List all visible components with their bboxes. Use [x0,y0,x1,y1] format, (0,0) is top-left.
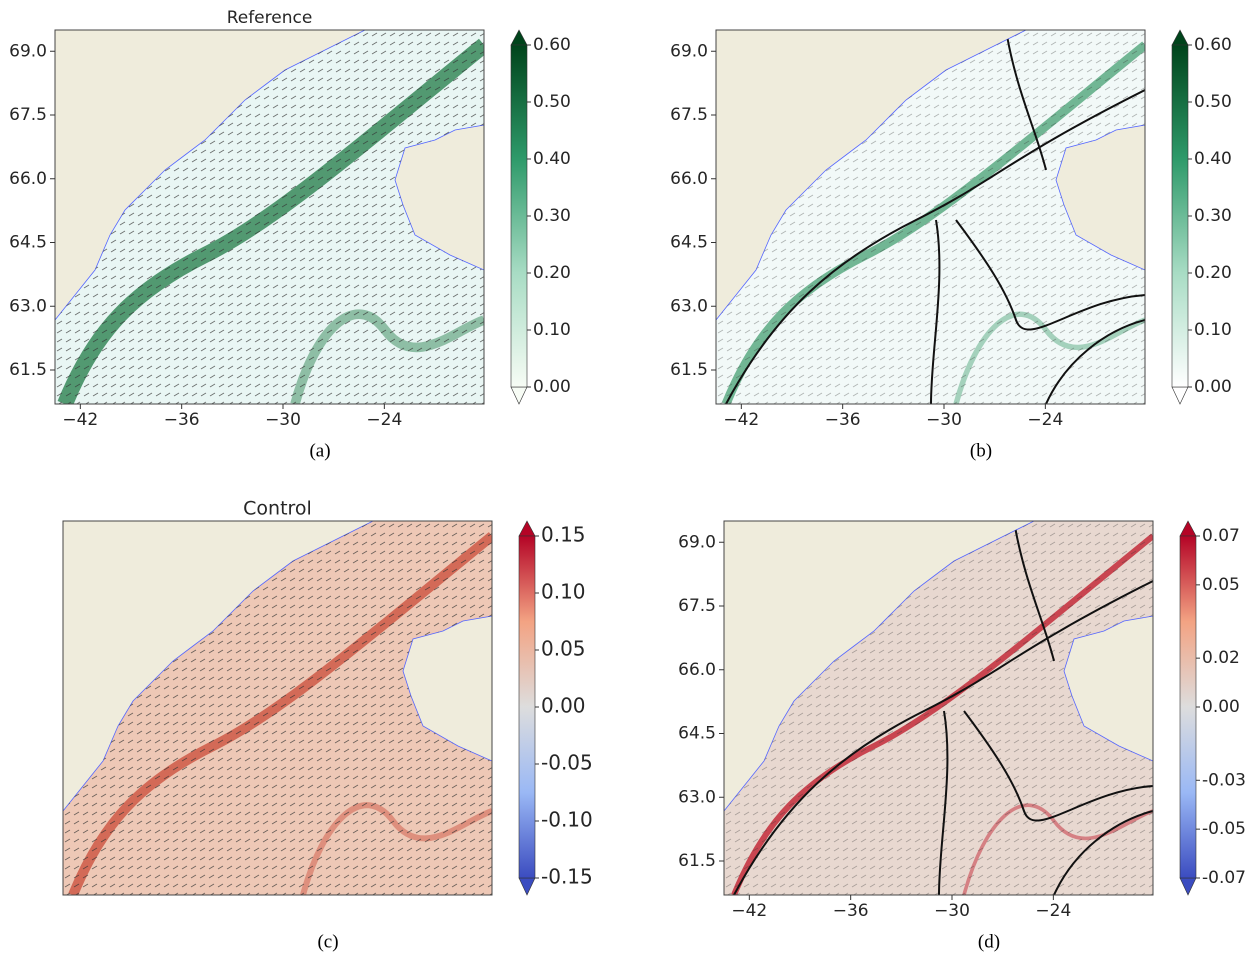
y-tick-label: 63.0 [678,787,716,807]
caption: (d) [978,931,1000,952]
x-tick-label: −36 [164,410,200,430]
colorbar-tick-label: 0.30 [1194,206,1232,226]
map-frame [715,29,1146,405]
colorbar-extend-bottom [518,877,536,896]
colorbar-extend-top [1179,520,1197,537]
panel: −42 −36 −30 −24 69.0 67.5 66.0 64.5 63.0 61.5 (d) 0… [678,520,1246,952]
colorbar-extend-bottom [510,386,528,405]
map-frame [62,520,493,896]
colorbar-tick-label: 0.05 [1202,575,1240,595]
colorbar-tick-label: -0.05 [1202,819,1246,839]
colorbar-extend-top [510,29,528,46]
colorbar-tick-label: 0.10 [541,580,586,604]
y-tick-label: 69.0 [678,532,716,552]
contour [1013,521,1055,662]
x-tick-label: −42 [731,901,767,921]
colorbar-tick-label: 0.40 [1194,149,1232,169]
y-tick-label: 69.0 [9,41,47,61]
y-tick-label: 61.5 [678,851,716,871]
caption: (c) [317,931,338,952]
contour [733,580,1153,895]
colorbar-tick-label: -0.03 [1202,770,1246,790]
colorbar-tick-label: 0.30 [533,206,571,226]
map-frame [723,520,1154,896]
colorbar-tick-label: 0.00 [541,694,586,718]
y-tick-label: 67.5 [670,105,708,125]
colorbar [1179,535,1197,879]
caption: (a) [309,440,330,461]
colorbar [1171,44,1189,388]
x-tick-label: −42 [62,410,98,430]
contour [1053,810,1153,895]
colorbar-tick-label: 0.10 [1194,320,1232,340]
contour [1005,30,1047,171]
contour [955,219,1145,331]
y-tick-label: 61.5 [9,360,47,380]
y-tick-label: 67.5 [678,596,716,616]
x-tick-label: −30 [265,410,301,430]
colorbar-tick-label: 0.02 [1202,648,1240,668]
y-tick-label: 63.0 [670,296,708,316]
colorbar-extend-top [518,520,536,537]
panel-title: Control [243,498,312,520]
colorbar-tick-label: -0.15 [541,865,593,889]
map-frame [54,29,485,405]
colorbar-tick-label: 0.07 [1202,526,1240,546]
y-tick-label: 64.5 [670,233,708,253]
y-tick-label: 66.0 [678,660,716,680]
colorbar-tick-label: 0.05 [541,637,586,661]
x-tick-label: −24 [1027,410,1063,430]
caption: (b) [970,440,992,461]
y-tick-label: 66.0 [670,169,708,189]
colorbar-tick-label: 0.00 [1202,697,1240,717]
x-tick-label: −30 [926,410,962,430]
panel: −42 −36 −30 −24 69.0 67.5 66.0 64.5 63.0 61.5 (b) 0… [670,29,1232,461]
contour [725,89,1145,404]
colorbar-tick-label: 0.00 [533,377,571,397]
colorbar-extend-bottom [1171,386,1189,405]
colorbar-tick-label: 0.40 [533,149,571,169]
x-tick-label: −24 [1035,901,1071,921]
panel: Control (c) 0.15 0.10 0.05 0.00 -0.05 -0.10 -0.1… [62,498,593,952]
y-tick-label: 66.0 [9,169,47,189]
y-tick-label: 67.5 [9,105,47,125]
colorbar [518,535,536,879]
colorbar-tick-label: 0.60 [1194,35,1232,55]
colorbar-tick-label: 0.50 [533,92,571,112]
colorbar-extend-top [1171,29,1189,46]
y-tick-label: 69.0 [670,41,708,61]
colorbar-tick-label: 0.60 [533,35,571,55]
colorbar-tick-label: -0.07 [1202,868,1246,888]
y-tick-label: 63.0 [9,296,47,316]
colorbar-tick-label: 0.10 [533,320,571,340]
panel-title: Reference [227,8,313,28]
colorbar-tick-label: 0.50 [1194,92,1232,112]
x-tick-label: −24 [366,410,402,430]
y-tick-label: 64.5 [9,233,47,253]
contour [938,710,949,895]
colorbar-tick-label: -0.05 [541,751,593,775]
x-tick-label: −42 [723,410,759,430]
contour [1045,319,1145,404]
panel: −42 −36 −30 −24 69.0 67.5 66.0 64.5 63.0 61.5 Refe… [9,8,571,461]
colorbar-tick-label: 0.20 [1194,263,1232,283]
y-tick-label: 64.5 [678,724,716,744]
colorbar-tick-label: 0.00 [1194,377,1232,397]
y-tick-label: 61.5 [670,360,708,380]
colorbar-extend-bottom [1179,877,1197,896]
colorbar-tick-label: -0.10 [541,808,593,832]
x-tick-label: −36 [825,410,861,430]
colorbar-tick-label: 0.15 [541,523,586,547]
contour [930,219,941,404]
x-tick-label: −36 [833,901,869,921]
colorbar [510,44,528,388]
contour [963,710,1153,822]
x-tick-label: −30 [934,901,970,921]
colorbar-tick-label: 0.20 [533,263,571,283]
